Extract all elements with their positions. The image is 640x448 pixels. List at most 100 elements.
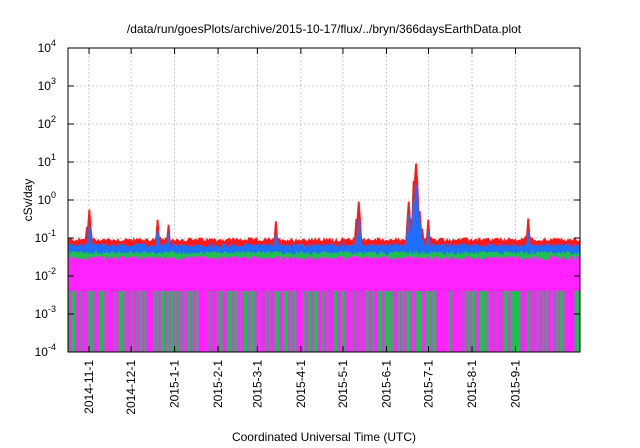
magenta-dropout-bar [318,291,321,352]
magenta-dropout-bar [500,291,503,352]
magenta-dropout-bar [392,291,395,352]
magenta-dropout-bar [381,291,383,352]
magenta-dropout-bar [439,291,441,352]
magenta-dropout-bar [495,291,498,352]
magenta-dropout-bar [69,291,71,352]
magenta-dropout-bar [491,291,493,352]
magenta-dropout-bar [360,291,364,352]
magenta-dropout-bar [437,291,440,352]
magenta-dropout-bar [224,291,227,352]
magenta-dropout-bar [509,291,511,352]
y-tick-label: 100 [38,190,56,207]
magenta-dropout-bar [494,291,496,352]
magenta-dropout-bar [208,291,210,352]
magenta-dropout-bar [235,291,237,352]
magenta-dropout-bar [356,291,358,352]
magenta-dropout-bar [77,291,80,352]
magenta-dropout-bar [491,291,494,352]
magenta-dropout-bar [522,291,524,352]
magenta-dropout-bar [457,291,460,352]
magenta-dropout-bar [445,291,448,352]
magenta-dropout-bar [339,291,341,352]
magenta-dropout-bar [354,291,357,352]
magenta-dropout-bar [572,291,574,352]
magenta-dropout-bar [112,291,115,352]
magenta-dropout-bar [115,291,118,352]
magenta-dropout-bar [312,291,314,352]
magenta-dropout-bar [485,291,487,352]
magenta-dropout-bar [203,291,205,352]
magenta-dropout-bar [451,291,454,352]
magenta-dropout-bar [106,291,108,352]
magenta-dropout-bar [382,291,385,352]
magenta-dropout-bar [346,291,348,352]
magenta-dropout-bar [90,291,92,352]
magenta-dropout-bar [123,291,125,352]
magenta-dropout-bar [571,291,574,352]
magenta-dropout-bar [529,291,532,352]
magenta-dropout-bar [281,291,284,352]
magenta-dropout-bar [421,291,424,352]
magenta-dropout-bar [134,291,137,352]
magenta-dropout-bar [404,291,406,352]
series-magenta-dropouts [69,291,575,352]
magenta-dropout-bar [339,291,341,352]
magenta-dropout-bar [147,291,149,352]
x-tick-label: 2015-3-1 [250,360,264,408]
magenta-dropout-bar [214,291,217,352]
magenta-dropout-bar [247,291,249,352]
magenta-dropout-bar [311,291,313,352]
magenta-dropout-bar [478,291,480,352]
magenta-dropout-bar [150,291,152,352]
magenta-dropout-bar [345,291,347,352]
x-tick-label: 2015-7-1 [422,360,436,408]
magenta-dropout-bar [324,291,327,352]
magenta-dropout-bar [182,291,185,352]
magenta-dropout-bar [287,291,290,352]
magenta-dropout-bar [435,291,438,352]
magenta-dropout-bar [352,291,354,352]
magenta-dropout-bar [515,291,516,352]
y-tick-label: 103 [38,76,56,93]
magenta-dropout-bar [110,291,113,352]
magenta-dropout-bar [76,291,78,352]
magenta-dropout-bar [462,291,465,352]
magenta-dropout-bar [305,291,308,352]
magenta-dropout-bar [461,291,463,352]
magenta-dropout-bar [232,291,234,352]
magenta-dropout-bar [260,291,262,352]
magenta-dropout-bar [93,291,97,352]
magenta-dropout-bar [247,291,248,352]
magenta-dropout-bar [272,291,275,352]
magenta-dropout-bar [172,291,175,352]
magenta-dropout-bar [325,291,328,352]
magenta-dropout-bar [489,291,492,352]
magenta-dropout-bar [248,291,250,352]
x-tick-label: 2015-8-1 [465,360,479,408]
magenta-dropout-bar [178,291,181,352]
magenta-dropout-bar [363,291,365,352]
magenta-dropout-bar [190,291,193,352]
magenta-dropout-bar [151,291,154,352]
magenta-dropout-bar [466,291,468,352]
magenta-dropout-bar [569,291,572,352]
magenta-dropout-bar [222,291,225,352]
magenta-dropout-bar [239,291,241,352]
magenta-dropout-bar [109,291,112,352]
magenta-dropout-bar [329,291,333,352]
magenta-dropout-bar [221,291,223,352]
y-tick-label: 102 [38,114,56,131]
magenta-dropout-bar [295,291,298,352]
magenta-dropout-bar [107,291,109,352]
magenta-dropout-bar [96,291,98,352]
magenta-dropout-bar [121,291,123,352]
magenta-dropout-bar [448,291,449,352]
magenta-dropout-bar [523,291,526,352]
magenta-dropout-bar [261,291,264,352]
magenta-dropout-bar [125,291,127,352]
magenta-dropout-bar [528,291,530,352]
magenta-dropout-bar [568,291,571,352]
magenta-dropout-bar [141,291,144,352]
magenta-dropout-bar [158,291,160,352]
